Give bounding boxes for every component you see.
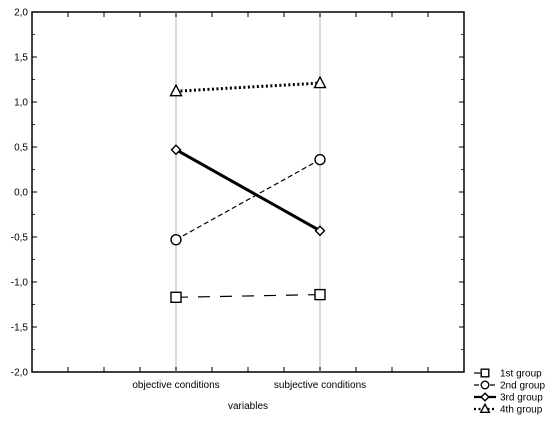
x-axis-title: variables bbox=[228, 401, 268, 412]
ticks-layer: 2,0 1,5 1,0 0,5 0,0 -0,5 -1,0 -1,5 -2,0 objective… bbox=[11, 8, 464, 391]
marker-diamond bbox=[314, 225, 326, 237]
series-line bbox=[175, 148, 321, 233]
y-tick-label: 1,0 bbox=[14, 98, 28, 109]
x-tick-label: objective conditions bbox=[132, 380, 219, 391]
marker-diamond bbox=[170, 144, 182, 156]
legend-label: 4th group bbox=[500, 405, 543, 416]
series-line bbox=[175, 159, 321, 241]
x-tick-label: subjective conditions bbox=[274, 380, 366, 391]
legend-label: 1st group bbox=[500, 369, 542, 380]
plot-area bbox=[31, 11, 465, 373]
y-tick-label: -1,5 bbox=[11, 323, 29, 334]
series-line bbox=[175, 294, 321, 298]
marker-circle bbox=[314, 153, 326, 166]
series-line bbox=[175, 81, 321, 93]
marker-circle bbox=[170, 233, 182, 246]
marker-square bbox=[170, 291, 182, 303]
marker-diamond bbox=[480, 392, 490, 402]
legend-label: 2nd group bbox=[500, 381, 545, 392]
y-tick-label: 0,5 bbox=[14, 143, 28, 154]
marker-triangle bbox=[169, 83, 183, 97]
marker-square bbox=[480, 368, 490, 378]
marker-circle bbox=[480, 380, 490, 390]
marker-square bbox=[314, 288, 326, 301]
legend-label: 3rd group bbox=[500, 393, 543, 404]
y-tick-label: -2,0 bbox=[11, 368, 29, 379]
y-tick-label: 2,0 bbox=[14, 8, 28, 19]
series-layer bbox=[169, 75, 327, 303]
marker-triangle bbox=[313, 75, 327, 89]
y-tick-label: -0,5 bbox=[11, 233, 29, 244]
y-tick-label: 0,0 bbox=[14, 188, 28, 199]
marker-triangle bbox=[479, 402, 491, 413]
grid-layer bbox=[175, 12, 321, 372]
y-tick-label: 1,5 bbox=[14, 53, 28, 64]
y-tick-label: -1,0 bbox=[11, 278, 29, 289]
